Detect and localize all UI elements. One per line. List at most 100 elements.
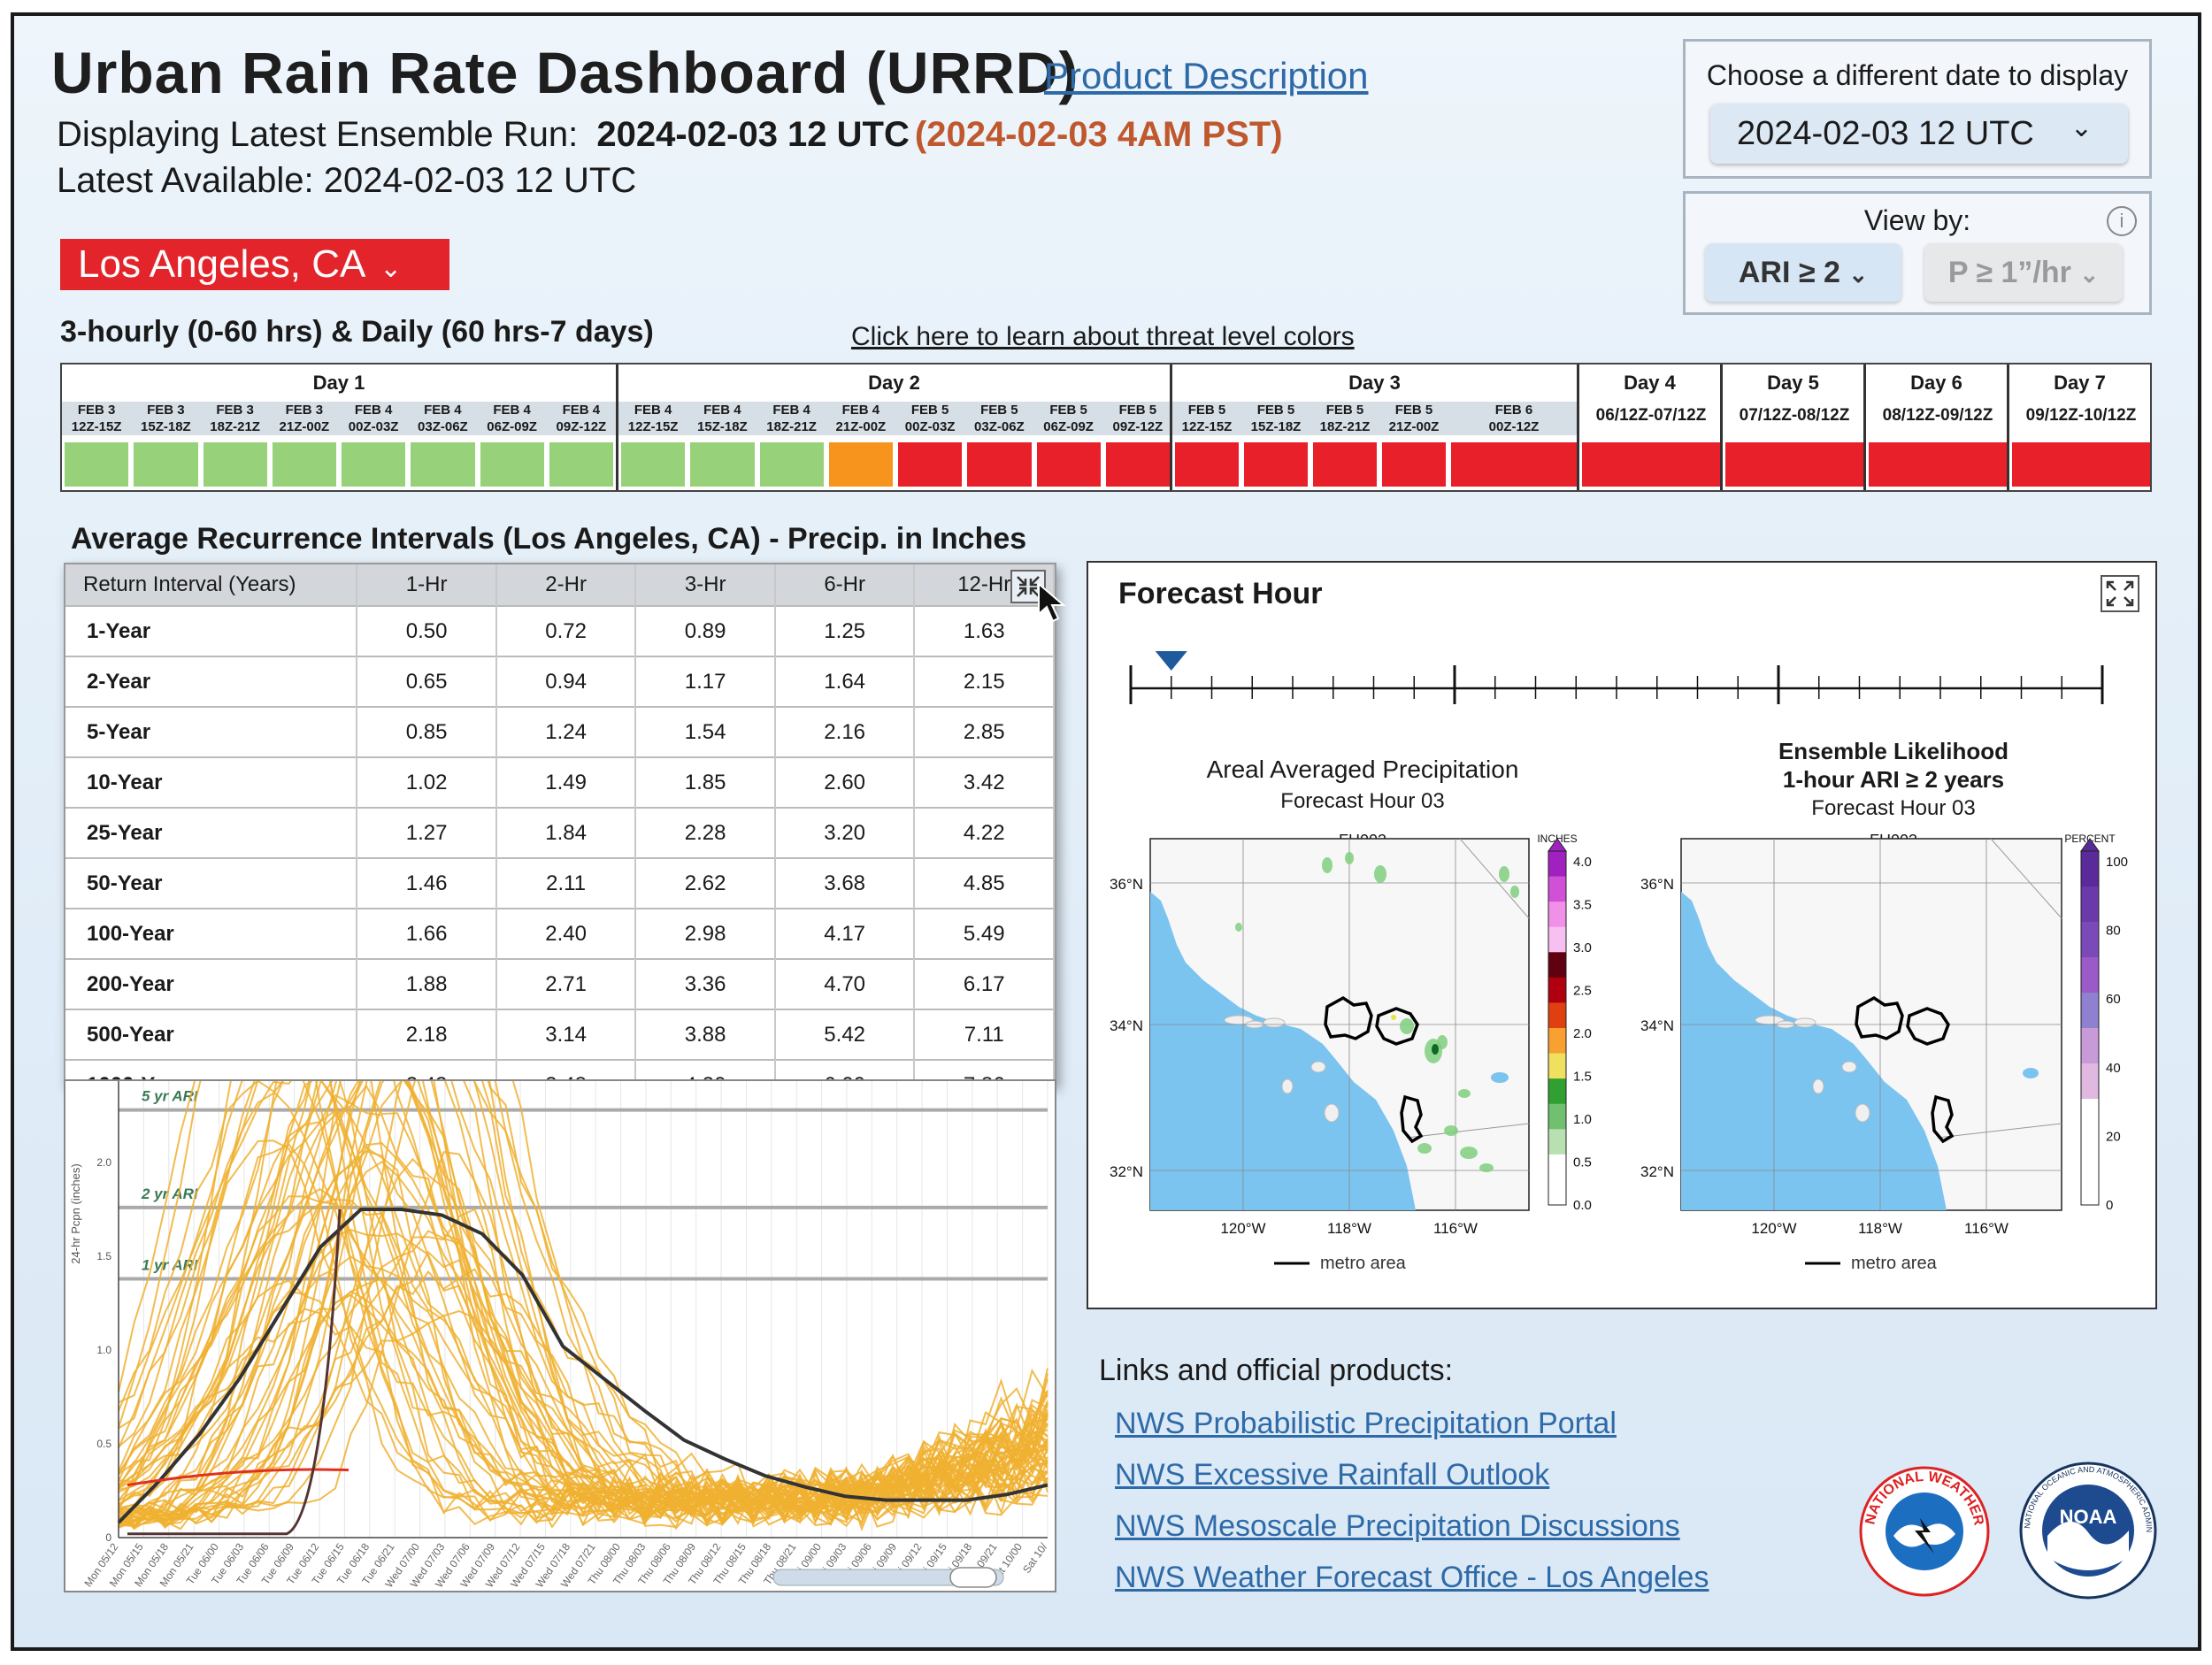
colorbar-segment	[2081, 851, 2099, 887]
threat-cell[interactable]: FEB 4 21Z-00Z	[826, 364, 895, 490]
chevron-down-icon: ⌄	[2079, 261, 2100, 288]
threat-cell[interactable]: FEB 4 00Z-03Z	[339, 364, 409, 490]
colorbar-label: 60	[2106, 992, 2121, 1007]
lat-label: 34°N	[1110, 1017, 1143, 1034]
threat-cell[interactable]: FEB 4 06Z-09Z	[477, 364, 547, 490]
threat-cell[interactable]: FEB 3 12Z-15Z	[62, 364, 132, 490]
precip-blob	[1391, 1015, 1396, 1020]
ari-row: 500-Year 2.18 3.14 3.88 5.42 7.11	[65, 1009, 1055, 1060]
ari-value: 7.11	[914, 1009, 1055, 1060]
threat-level-box	[411, 442, 475, 487]
precip-blob	[1432, 1044, 1439, 1055]
ari-row: 10-Year 1.02 1.49 1.85 2.60 3.42	[65, 756, 1055, 808]
threat-cell[interactable]: FEB 5 15Z-18Z	[1241, 364, 1310, 490]
threat-cell[interactable]: FEB 5 03Z-06Z	[964, 364, 1034, 490]
threat-cell[interactable]: 07/12Z-08/12Z	[1723, 364, 1866, 490]
link-wfo-los-angeles[interactable]: NWS Weather Forecast Office - Los Angele…	[1115, 1561, 1709, 1594]
threat-cell[interactable]: 06/12Z-07/12Z	[1579, 364, 1723, 490]
threat-cell[interactable]: FEB 5 18Z-21Z	[1310, 364, 1379, 490]
ari-value: 1.63	[914, 605, 1055, 656]
ensemble-member-line	[118, 1151, 1048, 1528]
ari-value: 2.98	[635, 908, 776, 959]
ari-threshold-label: 5 yr ARI	[142, 1088, 199, 1105]
threat-cell[interactable]: FEB 3 15Z-18Z	[131, 364, 201, 490]
island	[1324, 1103, 1340, 1123]
colorbar-segment	[2081, 1170, 2099, 1206]
threat-cell[interactable]: FEB 5 06Z-09Z	[1033, 364, 1103, 490]
threat-day-label: Day 2	[868, 372, 920, 394]
threat-cell[interactable]: FEB 3 18Z-21Z	[200, 364, 270, 490]
latest-available: Latest Available: 2024-02-03 12 UTC	[57, 161, 637, 200]
island	[1263, 1017, 1286, 1028]
threat-cell-label: FEB 4 00Z-03Z	[339, 402, 409, 435]
noaa-logo: NOAA NATIONAL OCEANIC AND ATMOSPHERIC AD…	[2017, 1460, 2157, 1600]
metro-outline	[1855, 995, 1904, 1040]
metro-legend-label: metro area	[1320, 1254, 1407, 1273]
colorbar-segment	[2081, 886, 2099, 923]
colorbar-segment	[2081, 993, 2099, 1029]
nws-logo: NATIONAL WEATHER SERVICE	[1858, 1465, 1990, 1597]
threat-level-box	[1313, 442, 1377, 487]
run-local: (2024-02-03 4AM PST)	[914, 115, 1283, 154]
view-ari-select[interactable]: ARI ≥ 2 ⌄	[1705, 243, 1901, 302]
threat-table: Day 1 FEB 3 12Z-15Z FEB 3 15Z-18Z FEB 3 18Z-21…	[60, 363, 2152, 492]
threat-cell[interactable]: FEB 4 15Z-18Z	[687, 364, 757, 490]
y-tick-label: 0	[105, 1531, 111, 1544]
threat-day-label: Day 6	[1910, 372, 1962, 394]
colorbar-segment	[1548, 1078, 1566, 1105]
threat-cell[interactable]: FEB 4 12Z-15Z	[618, 364, 688, 490]
ari-value: 1.54	[635, 706, 776, 757]
info-icon[interactable]: i	[2107, 206, 2137, 236]
date-select[interactable]: 2024-02-03 12 UTC ⌄	[1710, 104, 2128, 164]
colorbar-segment	[1548, 851, 1566, 878]
expand-icon[interactable]	[2101, 575, 2139, 612]
threat-level-box	[828, 442, 893, 487]
threat-level-box	[1382, 442, 1446, 487]
metro-outline	[1931, 1094, 1955, 1144]
observed-line	[127, 1468, 349, 1487]
threat-cell[interactable]: FEB 6 00Z-12Z	[1448, 364, 1579, 490]
colorbar-segment	[1548, 876, 1566, 902]
threat-cell[interactable]: 08/12Z-09/12Z	[1866, 364, 2009, 490]
link-precip-portal[interactable]: NWS Probabilistic Precipitation Portal	[1115, 1407, 1617, 1440]
threat-cell[interactable]: FEB 5 21Z-00Z	[1379, 364, 1448, 490]
lat-label: 36°N	[1110, 876, 1143, 893]
threat-day-label: Day 3	[1348, 372, 1401, 394]
threat-cell[interactable]: 09/12Z-10/12Z	[2009, 364, 2153, 490]
links-heading: Links and official products:	[1099, 1354, 1454, 1387]
forecast-hour-title: Forecast Hour	[1118, 577, 1323, 610]
threat-cell[interactable]: FEB 5 09Z-12Z	[1102, 364, 1172, 490]
threat-cell[interactable]: FEB 4 18Z-21Z	[757, 364, 826, 490]
lon-label: 118°W	[1327, 1220, 1371, 1237]
state-border	[1990, 838, 2062, 919]
colorbar-label: 100	[2106, 855, 2128, 870]
threat-level-box	[342, 442, 406, 487]
ari-value: 3.20	[774, 807, 916, 858]
product-description-link[interactable]: Product Description	[1044, 55, 1369, 96]
ari-value: 2.62	[635, 857, 776, 909]
colorbar-segment	[2081, 957, 2099, 994]
colorbar-segment	[1548, 1129, 1566, 1155]
colorbar-label: 0	[2106, 1198, 2113, 1213]
threat-cell[interactable]: FEB 3 21Z-00Z	[269, 364, 339, 490]
threat-cell[interactable]: FEB 4 09Z-12Z	[546, 364, 616, 490]
link-mesoscale-discussions[interactable]: NWS Mesoscale Precipitation Discussions	[1115, 1509, 1680, 1543]
metro-outline	[1906, 1007, 1950, 1046]
forecast-timeline[interactable]: 0030060090120150180210240270300330360390…	[1088, 616, 2155, 704]
link-excessive-rainfall[interactable]: NWS Excessive Rainfall Outlook	[1115, 1458, 1550, 1492]
ari-value: 2.85	[914, 706, 1055, 757]
ensemble-member-line	[118, 1081, 1048, 1523]
ari-value: 3.14	[495, 1009, 637, 1060]
threat-colors-link[interactable]: Click here to learn about threat level c…	[851, 322, 1355, 351]
view-p-select[interactable]: P ≥ 1”/hr ⌄	[1924, 243, 2123, 302]
location-select[interactable]: Los Angeles, CA ⌄	[60, 239, 449, 290]
ari-value: 2.40	[495, 908, 637, 959]
colorbar-label: 4.0	[1573, 855, 1592, 870]
threat-cell[interactable]: FEB 5 12Z-15Z	[1172, 364, 1241, 490]
country-border	[1406, 1123, 1530, 1139]
threat-cell[interactable]: FEB 5 00Z-03Z	[895, 364, 965, 490]
ari-value: 4.85	[914, 857, 1055, 909]
threat-cell[interactable]: FEB 4 03Z-06Z	[408, 364, 478, 490]
ari-value: 0.72	[495, 605, 637, 656]
forecast-panel: Forecast Hour 00300600901201501802102402…	[1087, 561, 2157, 1309]
